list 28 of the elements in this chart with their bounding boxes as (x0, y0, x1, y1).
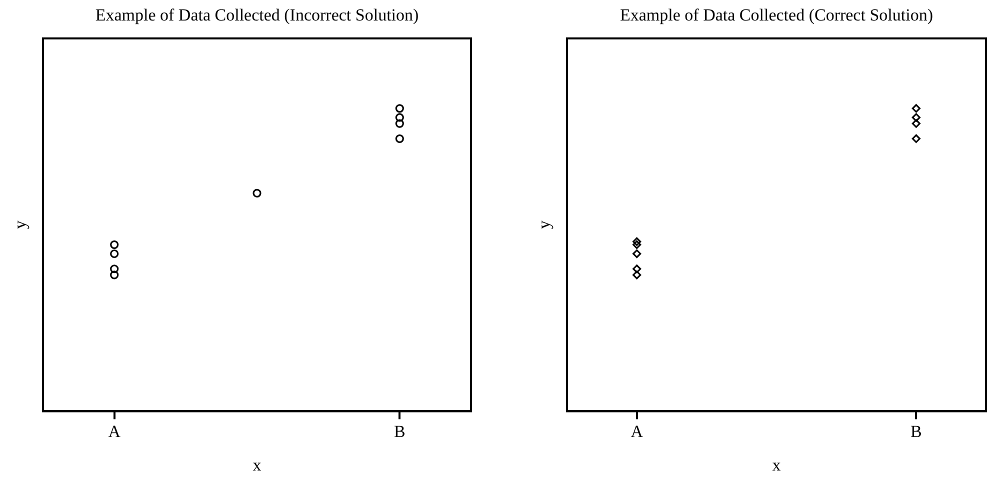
point (395, 104, 404, 113)
point (110, 240, 119, 249)
point (912, 134, 920, 143)
point (632, 237, 642, 246)
point (110, 264, 119, 274)
y-axis-title: y (534, 220, 554, 230)
y-axis-title: y (10, 220, 30, 230)
x-tick-label: A (108, 422, 122, 441)
point (912, 104, 920, 113)
point (632, 264, 642, 274)
x-tick-label: A (630, 422, 644, 441)
point (912, 119, 920, 128)
point (395, 113, 404, 122)
point (912, 113, 920, 122)
x-axis-title: x (772, 455, 782, 474)
point (395, 119, 404, 128)
point (252, 188, 262, 198)
chart-title: Example of Data Collected (Incorrect Solution) (95, 6, 419, 25)
point (632, 270, 642, 280)
x-tick-label: B (910, 422, 922, 441)
x-axis-title: x (252, 455, 262, 474)
chart-title: Example of Data Collected (Correct Solution) (620, 6, 933, 25)
point (395, 134, 404, 143)
point (110, 270, 119, 280)
point (632, 240, 642, 249)
point (110, 249, 119, 258)
x-tick-label: B (394, 422, 406, 441)
point (632, 249, 642, 258)
